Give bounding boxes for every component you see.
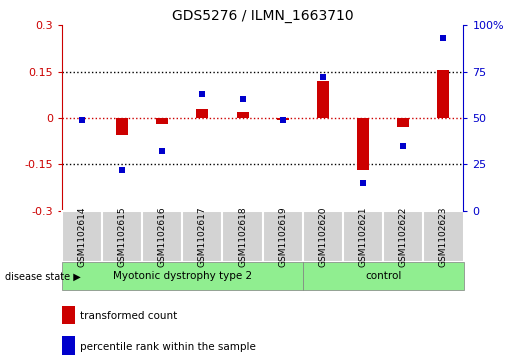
- Bar: [357, 118, 369, 171]
- Text: GSM1102619: GSM1102619: [278, 206, 287, 267]
- Text: GSM1102623: GSM1102623: [439, 206, 448, 267]
- Bar: [102, 211, 142, 262]
- Text: GSM1102614: GSM1102614: [77, 206, 87, 267]
- Point: [439, 36, 448, 41]
- Text: GSM1102618: GSM1102618: [238, 206, 247, 267]
- Point: [399, 143, 407, 149]
- Point: [78, 117, 86, 123]
- Bar: [62, 336, 75, 355]
- Bar: [156, 118, 168, 124]
- Text: GSM1102620: GSM1102620: [318, 206, 328, 267]
- Bar: [142, 211, 182, 262]
- Bar: [317, 81, 329, 118]
- Text: control: control: [365, 272, 401, 281]
- Point: [238, 97, 247, 102]
- Bar: [263, 211, 303, 262]
- Bar: [222, 211, 263, 262]
- Point: [359, 180, 367, 186]
- Bar: [116, 118, 128, 135]
- Bar: [303, 262, 464, 290]
- Point: [118, 167, 126, 173]
- Bar: [196, 109, 209, 118]
- Bar: [62, 211, 102, 262]
- Text: GSM1102616: GSM1102616: [158, 206, 167, 267]
- Text: GSM1102617: GSM1102617: [198, 206, 207, 267]
- Bar: [236, 112, 249, 118]
- Text: percentile rank within the sample: percentile rank within the sample: [80, 342, 256, 352]
- Bar: [277, 118, 289, 121]
- Point: [158, 148, 166, 154]
- Text: transformed count: transformed count: [80, 311, 177, 321]
- Bar: [62, 262, 303, 290]
- Text: GSM1102615: GSM1102615: [117, 206, 127, 267]
- Text: Myotonic dystrophy type 2: Myotonic dystrophy type 2: [113, 272, 252, 281]
- Point: [279, 117, 287, 123]
- Text: GSM1102621: GSM1102621: [358, 206, 368, 267]
- Title: GDS5276 / ILMN_1663710: GDS5276 / ILMN_1663710: [172, 9, 353, 23]
- Bar: [423, 211, 464, 262]
- Bar: [182, 211, 222, 262]
- Bar: [62, 306, 75, 324]
- Text: GSM1102622: GSM1102622: [399, 206, 408, 267]
- Bar: [303, 211, 343, 262]
- Point: [319, 74, 327, 80]
- Point: [198, 91, 207, 97]
- Text: disease state ▶: disease state ▶: [5, 272, 81, 281]
- Bar: [397, 118, 409, 127]
- Bar: [437, 70, 450, 118]
- Bar: [343, 211, 383, 262]
- Bar: [383, 211, 423, 262]
